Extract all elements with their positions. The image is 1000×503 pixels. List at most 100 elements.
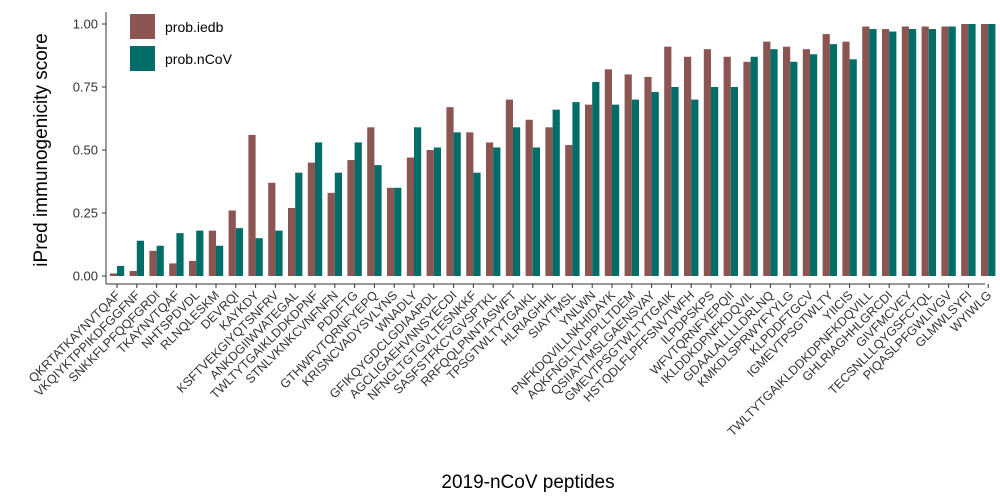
bar-prob-iedb: [644, 76, 652, 276]
bar-prob-ncov: [552, 109, 560, 277]
bar-prob-iedb: [446, 107, 454, 276]
legend-key-prob-ncov: [130, 46, 155, 71]
bar-prob-ncov: [433, 147, 441, 276]
bar-prob-iedb: [961, 24, 969, 276]
bar-prob-ncov: [394, 187, 402, 276]
bar-prob-iedb: [307, 162, 315, 276]
bar-prob-iedb: [743, 61, 751, 276]
legend-label-prob-iedb: prob.iedb: [165, 19, 224, 35]
bar-prob-iedb: [585, 104, 593, 276]
bar-prob-ncov: [829, 44, 837, 276]
bar-prob-ncov: [849, 59, 857, 276]
bar-prob-ncov: [334, 172, 342, 276]
y-tick-label: 0.75: [73, 80, 98, 95]
bar-prob-iedb: [426, 150, 434, 276]
bar-prob-ncov: [532, 147, 540, 276]
bar-prob-ncov: [156, 245, 164, 276]
bar-prob-iedb: [882, 29, 890, 276]
bar-prob-iedb: [367, 127, 375, 276]
bar-prob-ncov: [216, 245, 224, 276]
bar-prob-iedb: [525, 119, 533, 276]
bar-prob-iedb: [763, 41, 771, 276]
bar-prob-ncov: [730, 87, 738, 276]
bar-prob-ncov: [612, 104, 620, 276]
bar-prob-ncov: [315, 142, 323, 276]
bar-prob-iedb: [248, 134, 256, 276]
bar-prob-ncov: [810, 54, 818, 276]
y-axis-ticks: 0.00 0.25 0.50 0.75 1.00: [73, 17, 106, 284]
y-tick-label: 1.00: [73, 17, 98, 32]
bar-prob-ncov: [651, 92, 659, 276]
bar-prob-iedb: [624, 74, 632, 277]
bar-prob-ncov: [889, 31, 897, 277]
bar-prob-iedb: [921, 26, 929, 276]
y-tick-label: 0.00: [73, 269, 98, 284]
bar-prob-ncov: [671, 87, 679, 276]
bar-prob-ncov: [255, 238, 263, 276]
bar-prob-iedb: [842, 41, 850, 276]
bar-prob-iedb: [901, 26, 909, 276]
bar-prob-ncov: [295, 172, 303, 276]
bar-prob-ncov: [750, 56, 758, 277]
bar-prob-iedb: [703, 49, 711, 277]
bar-prob-iedb: [941, 26, 949, 276]
bar-prob-iedb: [347, 160, 355, 276]
bar-prob-ncov: [196, 230, 204, 276]
bar-prob-iedb: [981, 24, 989, 276]
bar-prob-iedb: [565, 144, 573, 276]
bar-prob-ncov: [235, 228, 243, 276]
bar-prob-ncov: [711, 87, 719, 276]
bar-prob-iedb: [505, 99, 513, 276]
bar-prob-ncov: [909, 29, 917, 276]
bar-prob-ncov: [770, 49, 778, 277]
bar-prob-ncov: [117, 265, 125, 276]
bars-layer: [109, 24, 996, 277]
bar-prob-iedb: [862, 26, 870, 276]
bar-prob-iedb: [129, 270, 137, 276]
bar-prob-iedb: [604, 69, 612, 276]
bar-prob-iedb: [723, 56, 731, 277]
bar-prob-iedb: [387, 187, 395, 276]
y-tick-label: 0.50: [73, 143, 98, 158]
bar-prob-ncov: [453, 132, 461, 276]
bar-prob-ncov: [176, 233, 184, 276]
bar-prob-ncov: [948, 26, 956, 276]
bar-prob-iedb: [684, 56, 692, 277]
bar-prob-ncov: [136, 240, 144, 276]
bar-prob-iedb: [109, 273, 117, 276]
bar-prob-iedb: [288, 207, 296, 276]
bar-prob-ncov: [572, 102, 580, 277]
legend-label-prob-ncov: prob.nCoV: [165, 51, 233, 67]
bar-prob-iedb: [406, 157, 414, 276]
bar-prob-iedb: [208, 230, 216, 276]
bar-prob-iedb: [545, 127, 553, 276]
bar-prob-ncov: [513, 127, 521, 276]
bar-prob-iedb: [664, 46, 672, 277]
bar-prob-iedb: [822, 34, 830, 276]
y-tick-label: 0.25: [73, 206, 98, 221]
bar-prob-iedb: [327, 192, 335, 276]
bar-prob-ncov: [691, 99, 699, 276]
bar-prob-iedb: [802, 49, 810, 277]
bar-prob-ncov: [493, 147, 501, 276]
bar-prob-iedb: [169, 263, 177, 276]
bar-prob-iedb: [466, 132, 474, 276]
bar-prob-ncov: [631, 99, 639, 276]
bar-prob-iedb: [783, 46, 791, 277]
bar-prob-ncov: [968, 24, 976, 276]
bar-prob-ncov: [414, 127, 422, 276]
bar-prob-ncov: [869, 29, 877, 276]
bar-prob-ncov: [275, 230, 283, 276]
bar-prob-ncov: [473, 172, 481, 276]
y-axis-title: iPred immunogenicity score: [31, 33, 52, 266]
bar-prob-iedb: [189, 260, 197, 276]
bar-prob-ncov: [354, 142, 362, 276]
bar-prob-ncov: [374, 165, 382, 276]
legend: prob.iedb prob.nCoV: [130, 14, 233, 71]
legend-key-prob-iedb: [130, 14, 155, 39]
x-axis-ticks: QKRTATKAYNVTQAFVKQIYKTPPIKDFGGFNFSNKKFLP…: [26, 284, 994, 439]
bar-prob-ncov: [988, 24, 996, 276]
bar-prob-iedb: [228, 210, 236, 276]
bar-prob-iedb: [149, 250, 157, 276]
